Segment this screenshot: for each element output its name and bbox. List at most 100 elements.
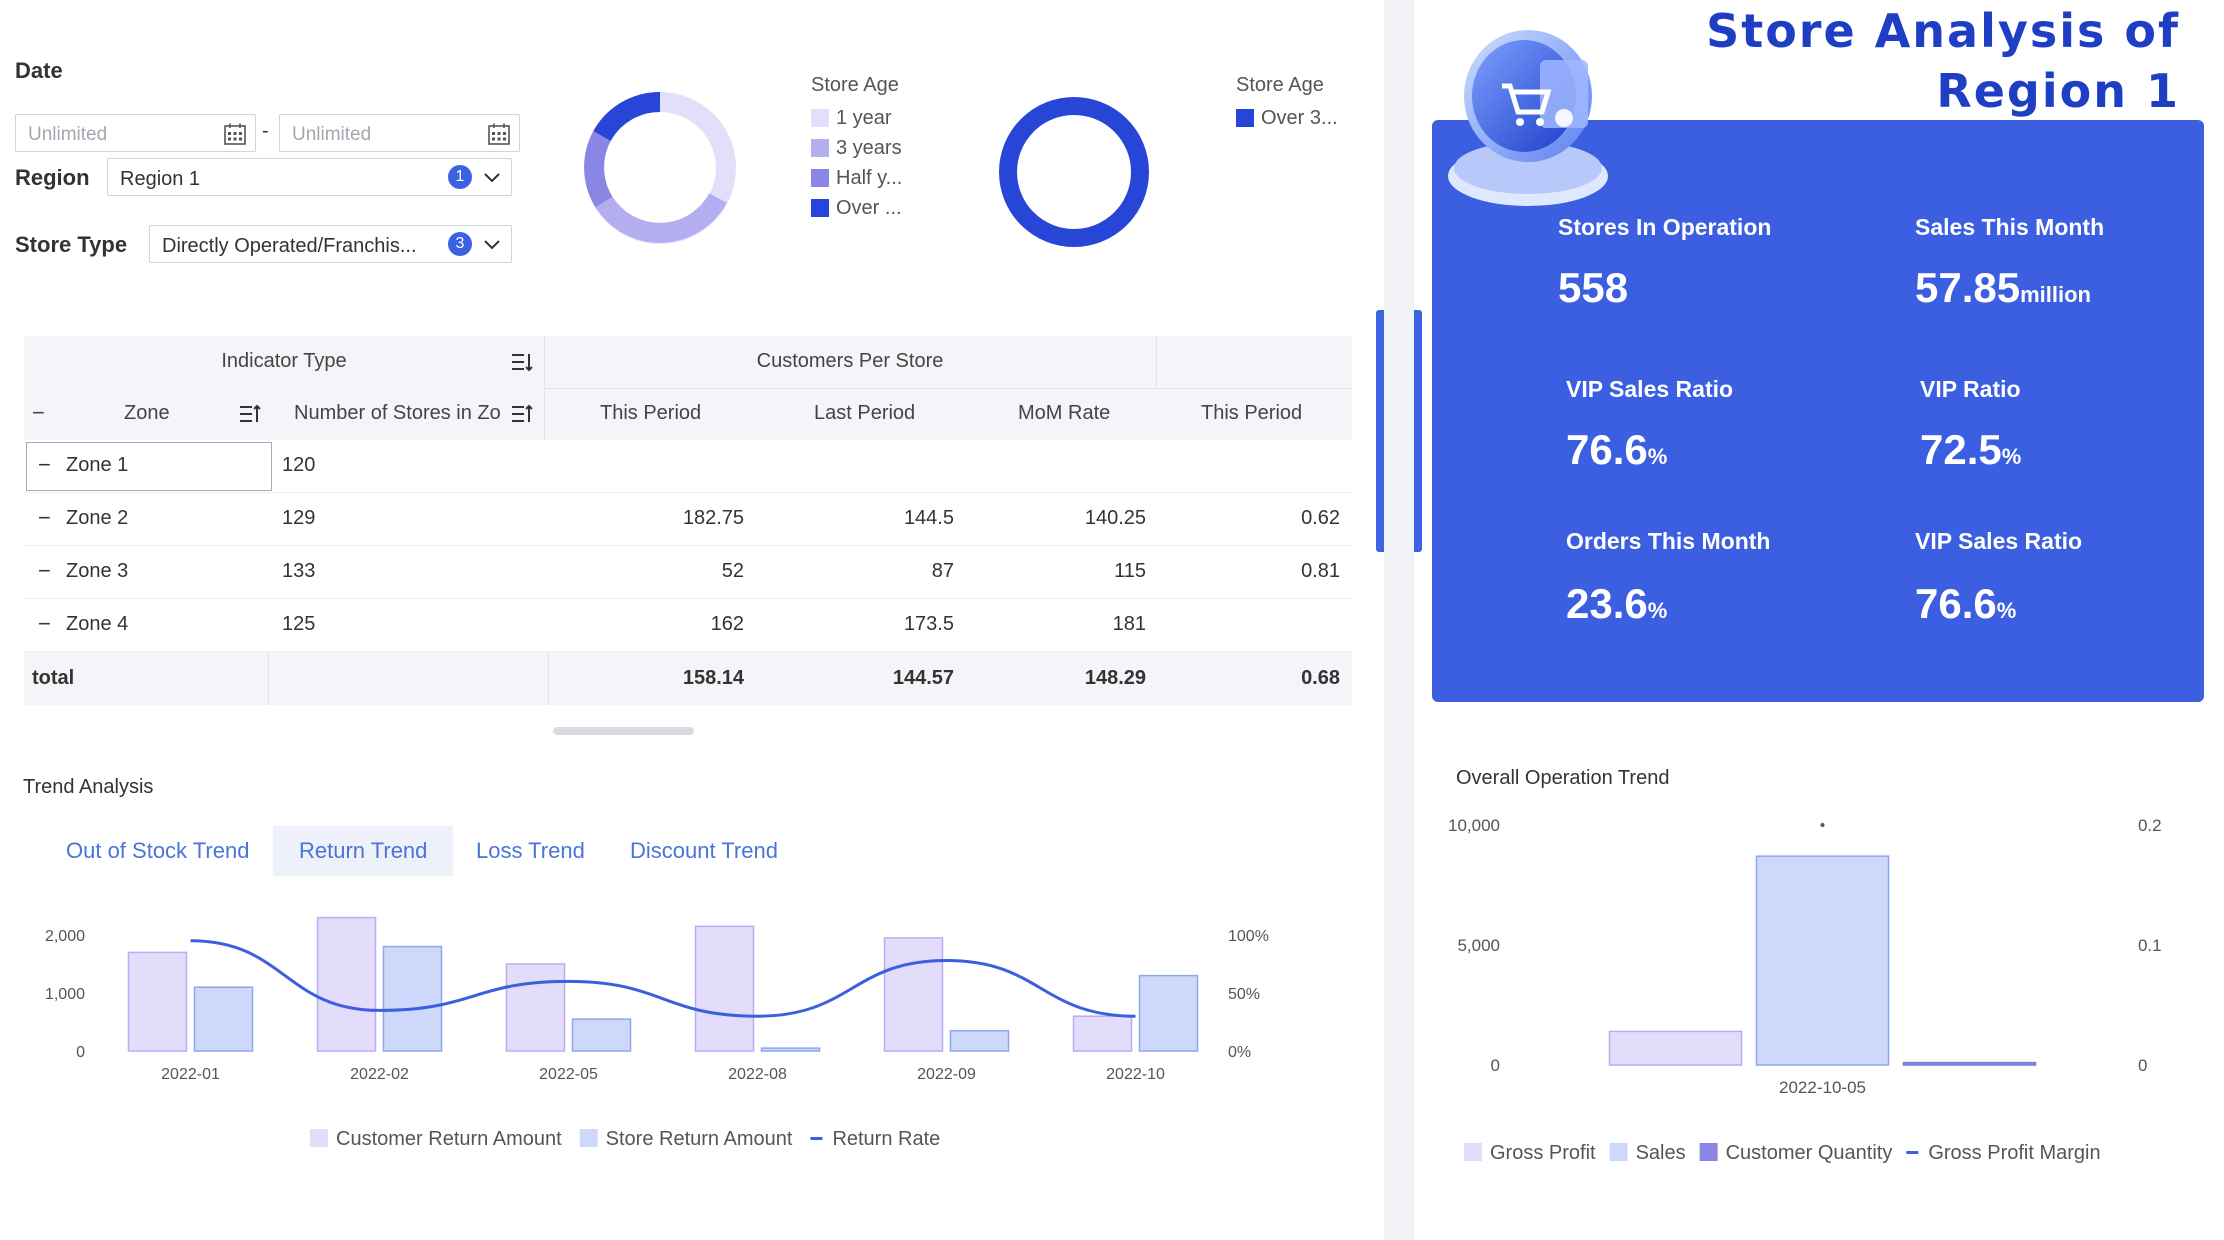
calendar-icon[interactable] xyxy=(223,122,247,146)
kpi-number: 57.85 xyxy=(1915,264,2021,311)
collapse-all-icon[interactable]: − xyxy=(32,400,45,425)
table-row[interactable] xyxy=(24,493,1352,546)
y2-tick-label: 50% xyxy=(1228,986,1260,1003)
y-tick-label: 10,000 xyxy=(1448,816,1500,835)
this-period-value: 52 xyxy=(721,560,744,582)
kpi-unit: % xyxy=(1996,598,2017,623)
x-tick-label: 2022-02 xyxy=(350,1066,409,1083)
legend-item[interactable]: Half y... xyxy=(811,163,902,193)
kpi-label: Sales This Month xyxy=(1915,214,2105,240)
kpi-number: 72.5 xyxy=(1920,426,2002,473)
selected-cell[interactable] xyxy=(26,442,272,491)
sort-icon[interactable] xyxy=(238,402,262,426)
tab-return-trend[interactable]: Return Trend xyxy=(273,826,454,876)
overall-operation-trend-chart[interactable]: Overall Operation Trend 10,000 5,000 0 0.2 0.… xyxy=(1430,755,2210,1175)
chevron-down-icon[interactable] xyxy=(482,234,502,254)
this-period-2-value: 0.62 xyxy=(1301,507,1340,529)
store-age-donut-1[interactable] xyxy=(580,88,740,248)
store-count: 120 xyxy=(282,454,316,476)
col-last-period: Last Period xyxy=(814,402,916,424)
kpi-label: VIP Sales Ratio xyxy=(1566,376,1734,402)
legend-label: Gross Profit xyxy=(1490,1142,1596,1164)
tab-discount-trend[interactable]: Discount Trend xyxy=(630,838,778,863)
donut-slice-1-year xyxy=(659,92,736,169)
store-count: 129 xyxy=(282,507,316,529)
legend-item[interactable]: 3 years xyxy=(811,133,902,163)
region-count-badge: 1 xyxy=(448,165,472,189)
y2-tick-label: 0 xyxy=(2138,1056,2147,1075)
tab-out-of-stock-trend[interactable]: Out of Stock Trend xyxy=(66,838,250,863)
date-label: Date xyxy=(15,58,63,83)
bar-sales xyxy=(1755,855,1890,1066)
table-row[interactable] xyxy=(24,546,1352,599)
table-scrollbar[interactable] xyxy=(553,727,694,735)
legend-item[interactable]: Over 3... xyxy=(1236,103,1338,133)
legend-item[interactable]: 1 year xyxy=(811,103,902,133)
kpi-unit: % xyxy=(1647,444,1668,469)
legend-swatch xyxy=(811,139,829,157)
line-point-gross-profit-margin xyxy=(1820,823,1825,827)
date-separator: - xyxy=(262,120,269,142)
bar-customer-return-amount xyxy=(316,916,377,1052)
table-row[interactable] xyxy=(24,440,1352,493)
x-tick-label: 2022-01 xyxy=(161,1066,220,1083)
date-start-input[interactable]: Unlimited xyxy=(15,114,256,152)
bar-store-return-amount xyxy=(1138,974,1199,1052)
total-mom: 148.29 xyxy=(1084,667,1146,689)
legend-label: Gross Profit Margin xyxy=(1928,1142,2100,1164)
bar-customer-return-amount xyxy=(1072,1015,1133,1052)
kpi-unit: % xyxy=(2001,444,2022,469)
col-number-of-stores: Number of Stores in Zo xyxy=(294,402,501,424)
table-row[interactable] xyxy=(24,599,1352,652)
kpi-number: 558 xyxy=(1558,264,1629,311)
collapse-icon[interactable]: − xyxy=(38,505,51,530)
chart-title: Overall Operation Trend xyxy=(1456,767,1669,789)
legend-item[interactable]: Over ... xyxy=(811,193,902,223)
store-type-value: Directly Operated/Franchis... xyxy=(162,235,417,257)
tab-loss-trend[interactable]: Loss Trend xyxy=(476,838,585,863)
kpi-value: 76.6% xyxy=(1915,580,2016,628)
return-trend-chart[interactable]: 2,000 1,000 0 100% 50% 0% 2022-01 2022-02 2022-0… xyxy=(0,900,1360,1160)
kpi-value: 72.5% xyxy=(1920,426,2021,474)
store-count: 125 xyxy=(282,613,316,635)
store-type-count-badge: 3 xyxy=(448,232,472,256)
bar-customer-return-amount xyxy=(505,963,566,1052)
calendar-icon[interactable] xyxy=(487,122,511,146)
legend-swatch xyxy=(811,109,829,127)
legend-swatch xyxy=(811,199,829,217)
panel-divider xyxy=(1384,0,1414,1240)
kpi-unit: million xyxy=(2020,282,2091,307)
sort-icon[interactable] xyxy=(510,350,534,374)
legend-swatch xyxy=(1236,109,1254,127)
kpi-number: 23.6 xyxy=(1566,580,1648,627)
bar-customer-quantity xyxy=(1902,1061,2037,1066)
region-label: Region xyxy=(15,165,90,190)
legend-label: Customer Quantity xyxy=(1726,1142,1893,1164)
this-period-2-value: 0.81 xyxy=(1301,560,1340,582)
region-select[interactable]: Region 1 1 xyxy=(107,158,512,196)
table-total-row xyxy=(24,652,1352,705)
zone-name: Zone 4 xyxy=(66,613,129,635)
x-tick-label: 2022-09 xyxy=(917,1066,976,1083)
legend-label: Over 3... xyxy=(1261,106,1338,129)
kpi-value: 23.6% xyxy=(1566,580,1667,628)
legend-label: Customer Return Amount xyxy=(336,1128,562,1150)
store-age-donut-2[interactable] xyxy=(994,92,1154,252)
collapse-icon[interactable]: − xyxy=(38,452,51,477)
total-label: total xyxy=(32,667,75,689)
collapse-icon[interactable]: − xyxy=(38,611,51,636)
y-tick-label: 0 xyxy=(76,1044,85,1061)
legend-swatch xyxy=(1609,1143,1628,1161)
chevron-down-icon[interactable] xyxy=(482,167,502,187)
legend-label: 1 year xyxy=(836,106,892,129)
legend-swatch xyxy=(1699,1143,1718,1161)
total-last-period: 144.57 xyxy=(892,667,954,689)
x-tick-label: 2022-10-05 xyxy=(1779,1078,1866,1097)
date-start-placeholder: Unlimited xyxy=(28,124,108,145)
store-type-select[interactable]: Directly Operated/Franchis... 3 xyxy=(149,225,512,263)
date-end-input[interactable]: Unlimited xyxy=(279,114,520,152)
collapse-icon[interactable]: − xyxy=(38,558,51,583)
legend-line-swatch xyxy=(810,1137,823,1140)
sort-icon[interactable] xyxy=(510,402,534,426)
kpi-label: VIP Ratio xyxy=(1920,376,2021,402)
